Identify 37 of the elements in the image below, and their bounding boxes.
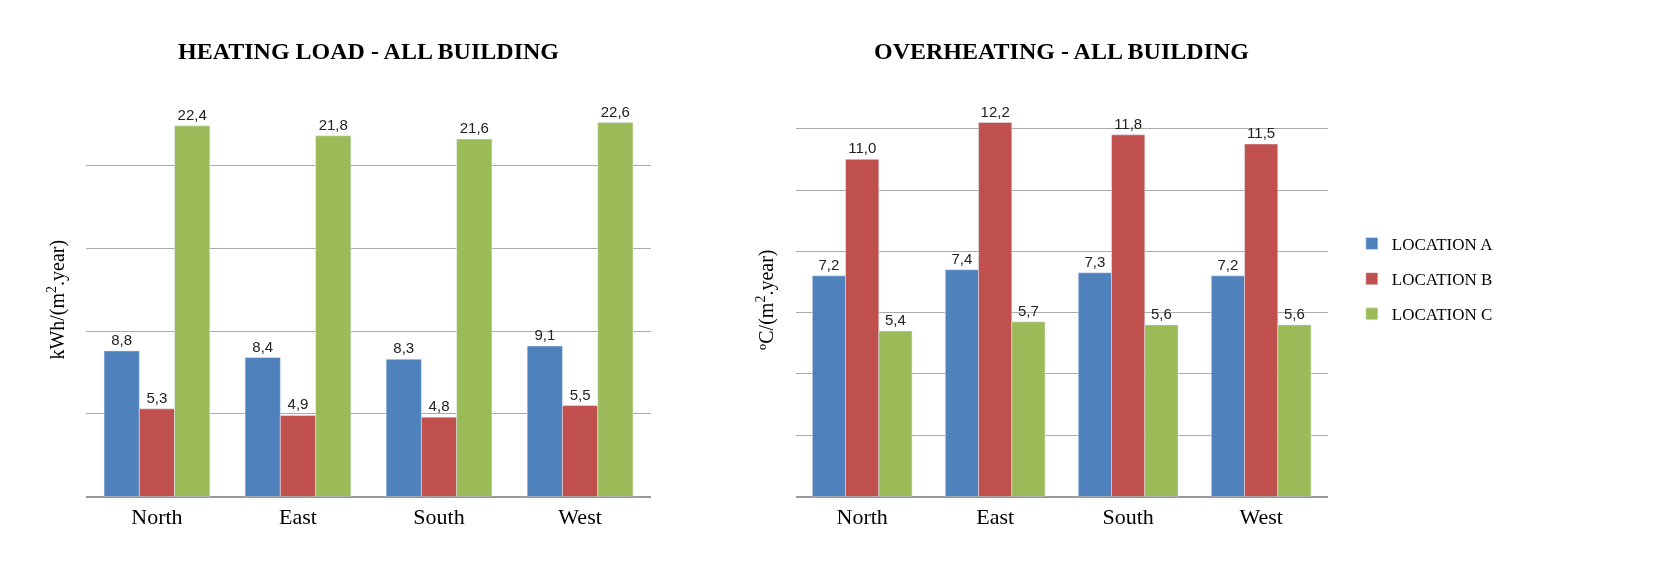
data-label: 11,5 xyxy=(1247,124,1276,142)
data-label: 7,2 xyxy=(818,255,840,273)
data-label: 5,4 xyxy=(885,311,906,329)
data-label: 5,5 xyxy=(569,385,591,403)
legend-label: LOCATION C xyxy=(1391,305,1493,325)
chart-title: OVERHEATING - ALL BUILDING xyxy=(874,38,1250,64)
data-label: 7,4 xyxy=(951,249,973,267)
data-label: 11,0 xyxy=(848,139,877,157)
data-label: 8,3 xyxy=(393,339,415,357)
x-tick-label: North xyxy=(836,503,888,529)
data-label: 8,4 xyxy=(252,337,274,355)
data-label: 8,8 xyxy=(111,330,133,348)
data-label: 5,6 xyxy=(1151,304,1172,322)
data-label: 7,2 xyxy=(1217,255,1239,273)
chart-title: HEATING LOAD - ALL BUILDING xyxy=(178,38,560,64)
x-tick-label: East xyxy=(279,503,317,529)
data-label: 4,9 xyxy=(287,395,309,413)
data-label: 22,4 xyxy=(177,105,207,123)
data-label: 7,3 xyxy=(1084,252,1106,270)
x-tick-label: South xyxy=(413,503,465,529)
legend-label: LOCATION B xyxy=(1391,270,1493,290)
data-label: 4,8 xyxy=(428,397,450,415)
data-label: 9,1 xyxy=(534,325,556,343)
data-label: 21,8 xyxy=(318,115,348,133)
legend-label: LOCATION A xyxy=(1391,235,1494,255)
data-label: 5,3 xyxy=(146,388,168,406)
data-label: 5,6 xyxy=(1283,304,1305,322)
data-label: 5,7 xyxy=(1018,301,1039,319)
data-label: 11,8 xyxy=(1114,114,1143,132)
data-label: 21,6 xyxy=(459,119,489,137)
x-tick-label: North xyxy=(131,503,183,529)
data-label: 22,6 xyxy=(600,102,630,120)
x-tick-label: West xyxy=(1239,503,1283,529)
x-tick-label: West xyxy=(558,503,602,529)
data-label: 12,2 xyxy=(980,102,1010,120)
x-tick-label: South xyxy=(1102,503,1154,529)
x-tick-label: East xyxy=(976,503,1015,529)
